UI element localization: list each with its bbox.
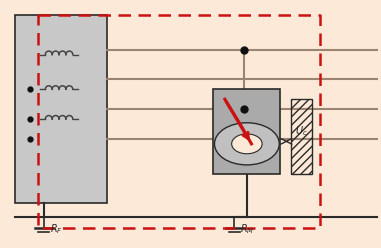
Circle shape — [215, 123, 279, 165]
Text: $U_c$: $U_c$ — [295, 124, 308, 138]
Circle shape — [232, 134, 262, 154]
Bar — [213, 89, 280, 174]
Bar — [291, 99, 312, 174]
Text: $R_M$: $R_M$ — [240, 222, 255, 236]
Bar — [15, 15, 107, 203]
Text: $R_F$: $R_F$ — [50, 222, 62, 236]
